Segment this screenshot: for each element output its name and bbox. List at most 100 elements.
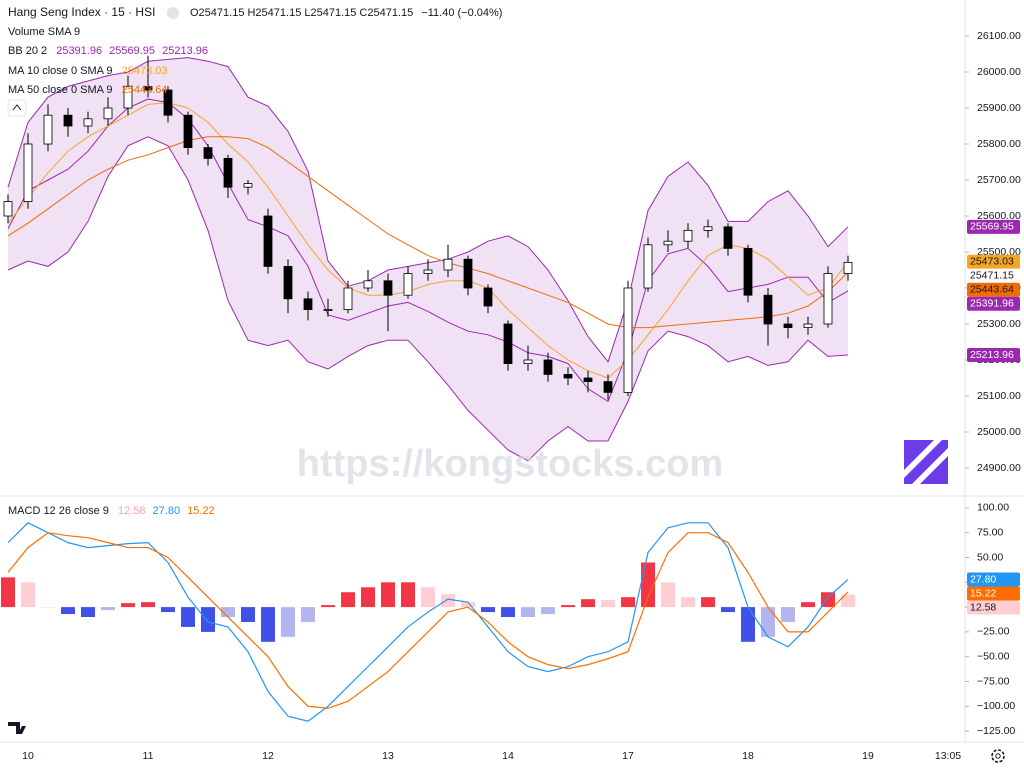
y-tick-label: −125.00	[977, 725, 1015, 737]
macd-histogram-bar	[701, 597, 715, 608]
macd-histogram-bar	[181, 607, 195, 627]
candle-body	[23, 143, 33, 202]
candle-body	[423, 269, 433, 274]
candle-body	[323, 309, 333, 312]
y-tick-label: 24900.00	[977, 462, 1021, 474]
symbol-title: Hang Seng Index · 15 · HSI	[8, 5, 155, 19]
macd-histogram-bar	[301, 607, 315, 622]
macd-line	[7, 532, 849, 709]
macd-histogram-bar	[441, 594, 455, 608]
candle-body	[663, 240, 673, 246]
macd-histogram-bar	[381, 582, 395, 608]
macd-histogram-bar	[761, 607, 775, 637]
axis-value-tag	[967, 268, 1020, 283]
axis-value-tag	[967, 296, 1020, 311]
axis-value-tag	[967, 347, 1020, 362]
y-tick-label: −25.00	[977, 626, 1010, 638]
x-tick-label: 19	[862, 750, 874, 762]
bb-label: BB 20 2	[8, 45, 47, 57]
macd-histogram-bar	[141, 602, 155, 608]
y-tick-label: 25300.00	[977, 318, 1021, 330]
y-tick-label: 100.00	[977, 502, 1009, 514]
candle-body	[123, 86, 133, 109]
candle-body	[363, 280, 373, 289]
macd-histogram-bar	[721, 607, 735, 613]
y-tick-label: 25000.00	[977, 426, 1021, 438]
settings-button[interactable]	[991, 749, 1005, 763]
moving-average	[7, 136, 849, 329]
candle-body	[283, 265, 293, 300]
y-tick-label: 25100.00	[977, 390, 1021, 402]
ohlc-header: O25471.15 H25471.15 L25471.15 C25471.15 …	[190, 7, 502, 19]
bb-upper-value: 25569.95	[109, 45, 155, 57]
macd-histogram-bar	[261, 607, 275, 642]
y-tick-label: 26000.00	[977, 66, 1021, 78]
gear-inner	[995, 753, 1001, 759]
candle-body	[783, 323, 793, 328]
macd-histogram-bar	[621, 597, 635, 608]
eye-button[interactable]	[167, 7, 179, 19]
collapse-chevron	[12, 104, 22, 111]
candle-body	[43, 114, 53, 145]
ma50-label: MA 50 close 0 SMA 9	[8, 84, 113, 96]
candle-body	[523, 359, 533, 364]
candle-body	[463, 258, 473, 289]
candle-body	[343, 287, 353, 311]
y-tick-label: 25600.00	[977, 210, 1021, 222]
x-tick-label: 11	[143, 750, 154, 762]
macd-histogram-bar	[361, 587, 375, 608]
candle-body	[503, 323, 513, 364]
macd-histogram-bar	[281, 607, 295, 637]
macd-histogram-bar	[341, 592, 355, 608]
axis-value-tag	[967, 600, 1020, 615]
bb-lower-value: 25213.96	[162, 45, 208, 57]
change-value: −11.40 (−0.04%)	[421, 7, 502, 19]
candle-body	[483, 287, 493, 307]
axis-value-label: 25569.95	[970, 221, 1014, 233]
x-tick-label: 13	[382, 750, 394, 762]
candle-body	[403, 273, 413, 296]
macd-histogram-bar	[81, 607, 95, 618]
candle-body	[83, 118, 93, 127]
candle-body	[443, 258, 453, 271]
y-tick-label: 25800.00	[977, 138, 1021, 150]
ma10-legend: MA 10 close 0 SMA 9 25473.03	[8, 65, 168, 77]
candle-body	[63, 114, 73, 127]
candle-body	[183, 114, 193, 148]
x-tick-label: 13:05	[935, 750, 961, 762]
axis-value-label: 25473.03	[970, 255, 1014, 267]
macd-label: MACD 12 26 close 9	[8, 505, 109, 517]
tv-logo[interactable]	[8, 722, 26, 734]
collapse-box[interactable]	[7, 99, 27, 117]
tv-logo-shape[interactable]	[8, 722, 26, 734]
axis-value-label: 25443.64	[970, 283, 1014, 295]
collapse-button[interactable]	[7, 99, 27, 117]
y-tick-label: −100.00	[977, 700, 1015, 712]
candle-body	[203, 147, 213, 159]
macd-histogram-bar	[781, 607, 795, 622]
ma50-legend: MA 50 close 0 SMA 9 25443.64	[8, 84, 168, 96]
candle-body	[383, 280, 393, 296]
gear-outer[interactable]	[991, 749, 1005, 763]
y-tick-label: −50.00	[977, 650, 1010, 662]
candle-body	[743, 247, 753, 296]
axis-value-label: 27.80	[970, 573, 996, 585]
candle-body	[243, 183, 253, 188]
candle-body	[163, 89, 173, 116]
axis-value-tag	[967, 254, 1020, 269]
plot-area: 26100.00 26000.00 25900.00 25800.00 25700.00…	[1, 30, 1021, 762]
macd-legend: MACD 12 26 close 9 12.58 27.80 15.22	[8, 505, 215, 517]
y-tick-label: 75.00	[977, 526, 1003, 538]
macd-histogram-bar	[241, 607, 255, 622]
candle-body	[303, 298, 313, 310]
candle-body	[3, 201, 13, 217]
macd-histogram-bar	[581, 599, 595, 608]
bb-fill	[8, 57, 848, 461]
macd-histogram-bar	[41, 607, 55, 608]
macd-histogram-bar	[61, 607, 75, 615]
candle-body	[803, 323, 813, 328]
axis-value-label: 12.58	[970, 601, 996, 613]
candle-body	[143, 86, 153, 91]
